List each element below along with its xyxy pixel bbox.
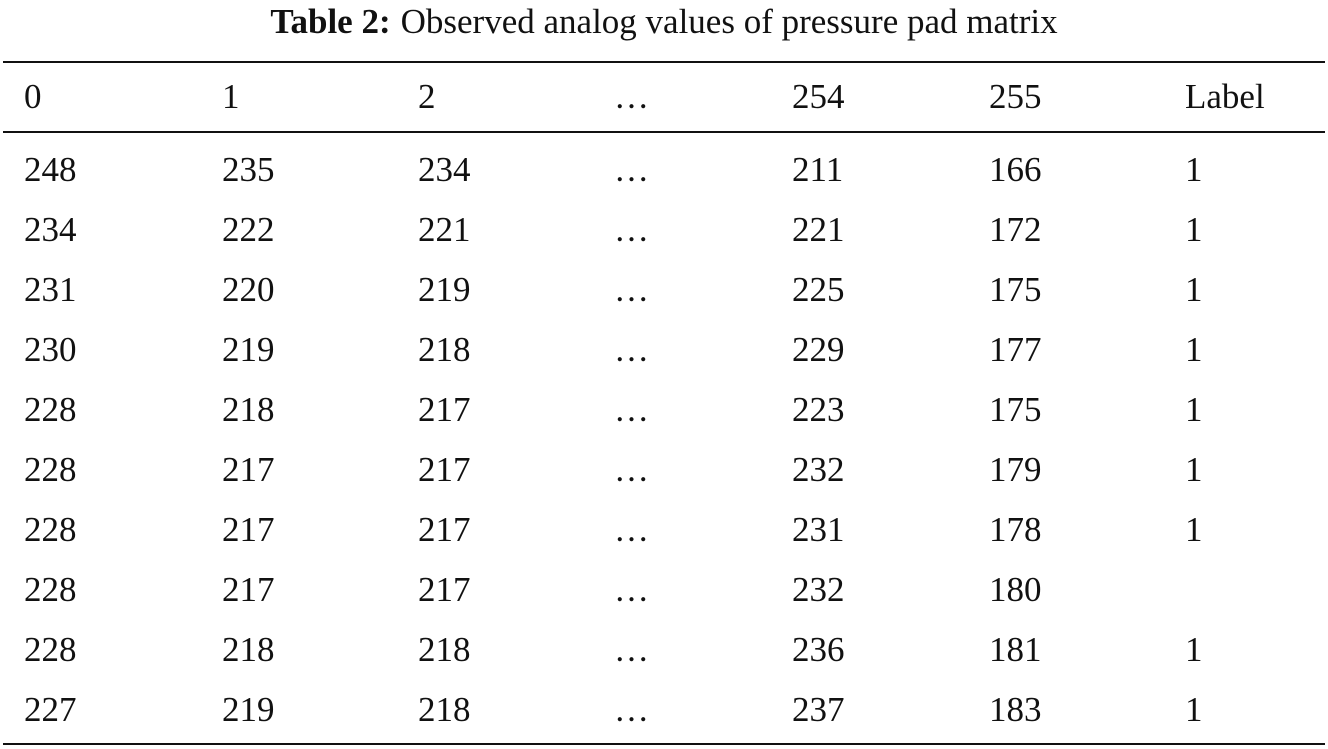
table-cell: 218 [418, 330, 471, 369]
table-cell: 1 [1185, 510, 1203, 549]
table-cell: 175 [989, 270, 1042, 309]
caption-text: Observed analog values of pressure pad m… [400, 2, 1058, 41]
table-cell: 175 [989, 390, 1042, 429]
table-cell: 217 [418, 510, 471, 549]
table-cell: 1 [1185, 210, 1203, 249]
table-row: 228 217 217 … 232 180 [0, 560, 1328, 620]
table-cell: 228 [24, 450, 77, 489]
table-cell: 234 [418, 150, 471, 189]
table-cell: 1 [1185, 150, 1203, 189]
table-cell: … [614, 270, 649, 309]
table-cell: 217 [418, 390, 471, 429]
table-cell: 217 [222, 510, 275, 549]
table-cell: 219 [222, 330, 275, 369]
table-cell: 225 [792, 270, 845, 309]
table-cell: … [614, 570, 649, 609]
table-cell: … [614, 630, 649, 669]
table-cell: … [614, 450, 649, 489]
table-cell: 228 [24, 570, 77, 609]
table-row: 248 235 234 … 211 166 1 [0, 140, 1328, 200]
table-cell: 179 [989, 450, 1042, 489]
table-caption: Table 2: Observed analog values of pressu… [0, 2, 1328, 42]
table-cell: 166 [989, 150, 1042, 189]
table-cell: 217 [418, 450, 471, 489]
table-cell: 236 [792, 630, 845, 669]
table-cell: 181 [989, 630, 1042, 669]
table-cell: … [614, 510, 649, 549]
table-cell: 223 [792, 390, 845, 429]
table-cell: 218 [418, 630, 471, 669]
table-cell: 228 [24, 630, 77, 669]
table-cell: 232 [792, 570, 845, 609]
table-row: 228 218 217 … 223 175 1 [0, 380, 1328, 440]
table-cell: 218 [418, 690, 471, 729]
table-cell: 230 [24, 330, 77, 369]
table-cell: 219 [222, 690, 275, 729]
table-header-row: 0 1 2 … 254 255 Label [0, 67, 1328, 127]
table-cell: 221 [792, 210, 845, 249]
column-header: 1 [222, 77, 240, 116]
table-cell: … [614, 330, 649, 369]
table-cell: 180 [989, 570, 1042, 609]
table-cell: 183 [989, 690, 1042, 729]
table-cell: … [614, 390, 649, 429]
bottom-rule [3, 743, 1325, 745]
table-cell: 231 [24, 270, 77, 309]
table-cell: 211 [792, 150, 844, 189]
table-cell: 217 [418, 570, 471, 609]
column-header: Label [1185, 77, 1265, 116]
table-row: 227 219 218 … 237 183 1 [0, 680, 1328, 740]
table-row: 231 220 219 … 225 175 1 [0, 260, 1328, 320]
column-header: 255 [989, 77, 1042, 116]
table-row: 228 217 217 … 232 179 1 [0, 440, 1328, 500]
table-cell: 1 [1185, 390, 1203, 429]
table-cell: 234 [24, 210, 77, 249]
table-cell: 235 [222, 150, 275, 189]
table-cell: 218 [222, 630, 275, 669]
table-cell: 232 [792, 450, 845, 489]
table-row: 230 219 218 … 229 177 1 [0, 320, 1328, 380]
table-cell: 178 [989, 510, 1042, 549]
table-cell: 217 [222, 570, 275, 609]
header-rule [3, 131, 1325, 133]
table-cell: 1 [1185, 450, 1203, 489]
table-cell: 1 [1185, 330, 1203, 369]
column-header: 0 [24, 77, 42, 116]
table-cell: … [614, 210, 649, 249]
table-cell: 221 [418, 210, 471, 249]
column-header: … [614, 77, 649, 116]
table-row: 228 218 218 … 236 181 1 [0, 620, 1328, 680]
column-header: 2 [418, 77, 436, 116]
table-cell: 219 [418, 270, 471, 309]
table-cell: 227 [24, 690, 77, 729]
column-header: 254 [792, 77, 845, 116]
table-cell: … [614, 150, 649, 189]
table-cell: 172 [989, 210, 1042, 249]
table-row: 234 222 221 … 221 172 1 [0, 200, 1328, 260]
table-cell: 217 [222, 450, 275, 489]
table-cell: 177 [989, 330, 1042, 369]
table-cell: 220 [222, 270, 275, 309]
table-cell: 1 [1185, 690, 1203, 729]
table-cell: 231 [792, 510, 845, 549]
table-row: 228 217 217 … 231 178 1 [0, 500, 1328, 560]
table-cell: 222 [222, 210, 275, 249]
table-cell: 229 [792, 330, 845, 369]
table-cell: 1 [1185, 630, 1203, 669]
table-cell: 1 [1185, 270, 1203, 309]
table-cell: 228 [24, 510, 77, 549]
table-cell: … [614, 690, 649, 729]
top-rule [3, 61, 1325, 63]
table-cell: 237 [792, 690, 845, 729]
table-cell: 248 [24, 150, 77, 189]
caption-label: Table 2: [270, 2, 391, 41]
table-cell: 228 [24, 390, 77, 429]
table-cell: 218 [222, 390, 275, 429]
